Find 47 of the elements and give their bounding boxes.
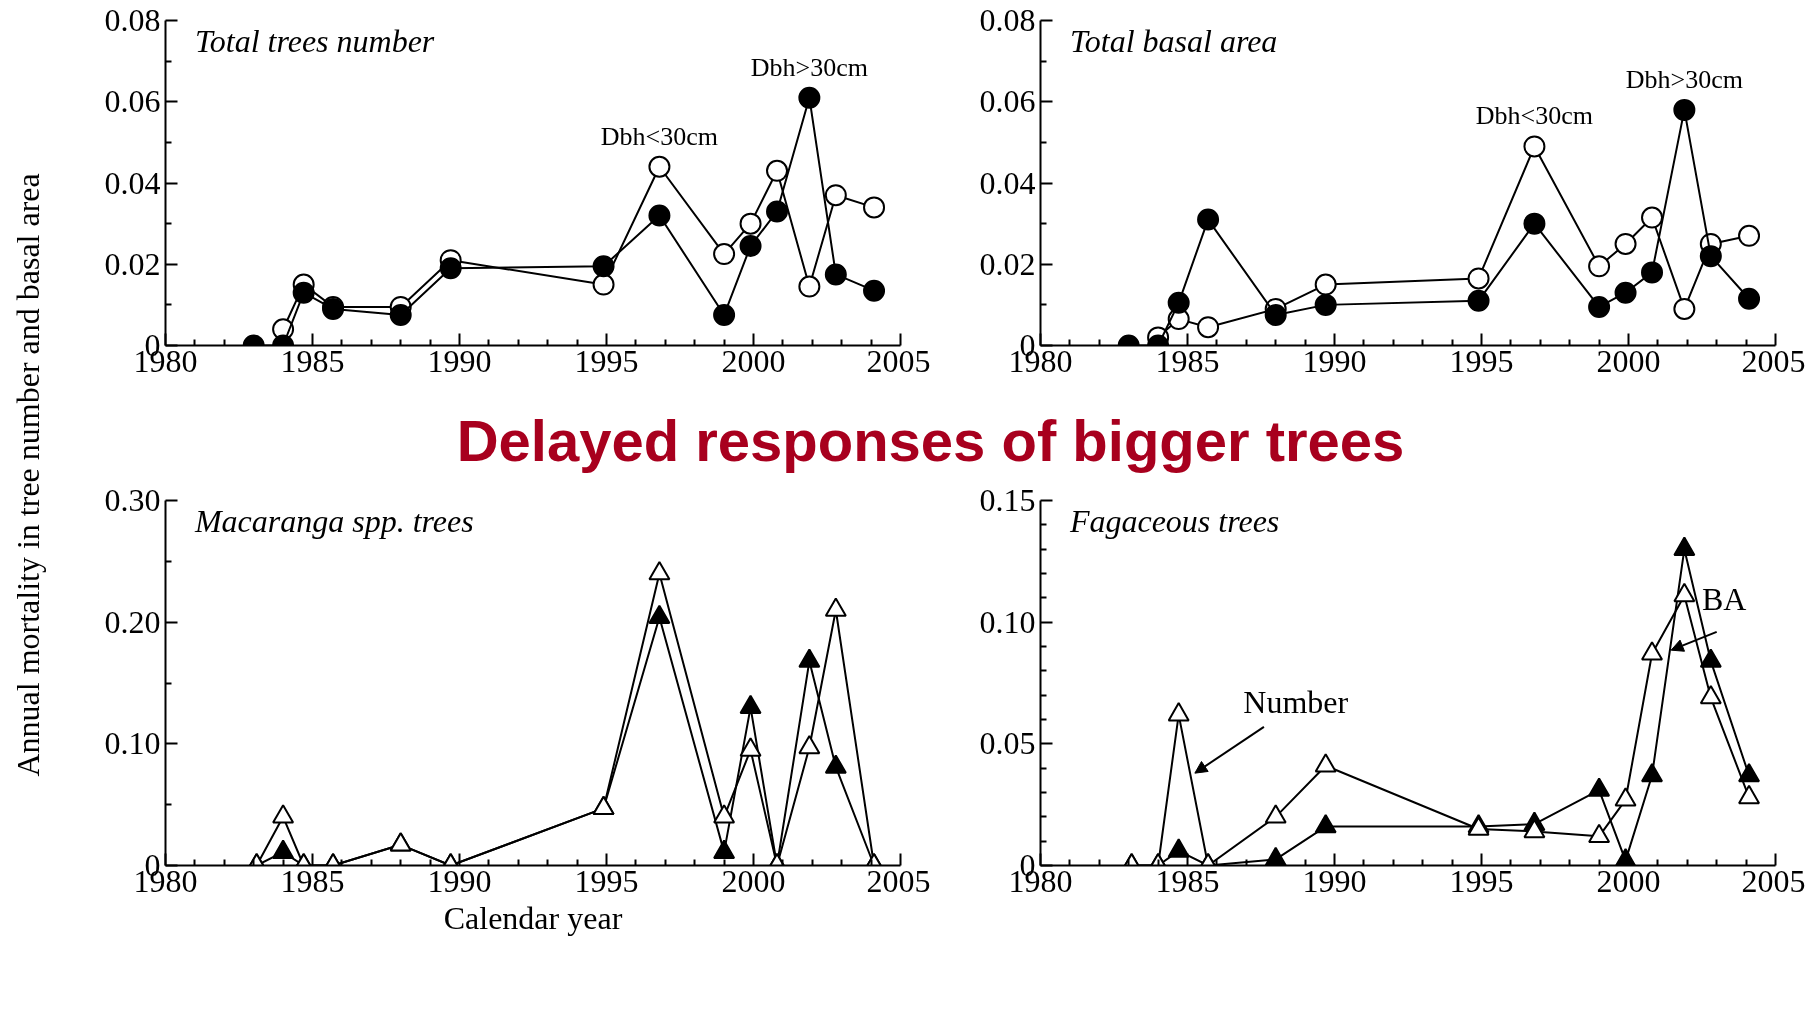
y-tick-label: 0.10 bbox=[979, 603, 1036, 640]
y-tick-label: 0.04 bbox=[979, 164, 1036, 201]
x-tick-label: 1985 bbox=[280, 342, 345, 379]
x-tick-label: 2005 bbox=[866, 862, 931, 899]
y-tick-label: 0.06 bbox=[979, 83, 1036, 120]
x-axis-title: Calendar year bbox=[443, 899, 623, 936]
y-tick-label: 0.20 bbox=[104, 603, 161, 640]
x-tick-label: 2005 bbox=[866, 342, 931, 379]
series-label: Dbh<30cm bbox=[600, 121, 719, 151]
y-tick-label: 0.30 bbox=[104, 482, 161, 518]
chart-title: Total trees number bbox=[194, 22, 435, 59]
series-label: Dbh>30cm bbox=[1625, 64, 1743, 94]
x-tick-label: 2000 bbox=[721, 862, 786, 899]
y-tick-label: 0.08 bbox=[104, 2, 161, 38]
y-tick-label: 0.05 bbox=[979, 725, 1036, 762]
x-tick-label: 1995 bbox=[574, 862, 639, 899]
series-label: Dbh<30cm bbox=[1475, 101, 1594, 131]
x-tick-label: 2000 bbox=[721, 342, 786, 379]
x-tick-label: 1995 bbox=[1449, 862, 1514, 899]
chart-title: Fagaceous trees bbox=[1068, 502, 1280, 539]
x-tick-label: 2000 bbox=[1596, 862, 1661, 899]
y-tick-label: 0.15 bbox=[979, 482, 1036, 518]
chart-title: Total basal area bbox=[1069, 22, 1278, 59]
x-tick-label: 1985 bbox=[280, 862, 345, 899]
series-label: Number bbox=[1243, 683, 1349, 720]
y-axis-title: Annual mortality in tree number and basal area bbox=[10, 173, 46, 777]
y-tick-label: 0.02 bbox=[979, 245, 1036, 282]
x-tick-label: 1995 bbox=[1449, 342, 1514, 379]
x-tick-label: 1985 bbox=[1155, 342, 1220, 379]
y-tick-label: 0.06 bbox=[104, 83, 161, 120]
chart-title: Macaranga spp. trees bbox=[193, 502, 474, 539]
x-tick-label: 2005 bbox=[1741, 342, 1806, 379]
series-label: BA bbox=[1702, 581, 1747, 618]
y-tick-label: 0.02 bbox=[104, 245, 161, 282]
x-tick-label: 2000 bbox=[1596, 342, 1661, 379]
x-tick-label: 1990 bbox=[1302, 862, 1367, 899]
x-tick-label: 1990 bbox=[1302, 342, 1367, 379]
x-tick-label: 1990 bbox=[427, 342, 492, 379]
series-label: Dbh>30cm bbox=[750, 52, 868, 82]
x-tick-label: 1985 bbox=[1155, 862, 1220, 899]
x-tick-label: 2005 bbox=[1741, 862, 1806, 899]
x-tick-label: 1995 bbox=[574, 342, 639, 379]
y-tick-label: 0.10 bbox=[104, 725, 161, 762]
y-tick-label: 0.04 bbox=[104, 164, 161, 201]
text: Delayed responses of bigger trees bbox=[456, 408, 1405, 473]
x-tick-label: 1990 bbox=[427, 862, 492, 899]
y-tick-label: 0.08 bbox=[979, 2, 1036, 38]
